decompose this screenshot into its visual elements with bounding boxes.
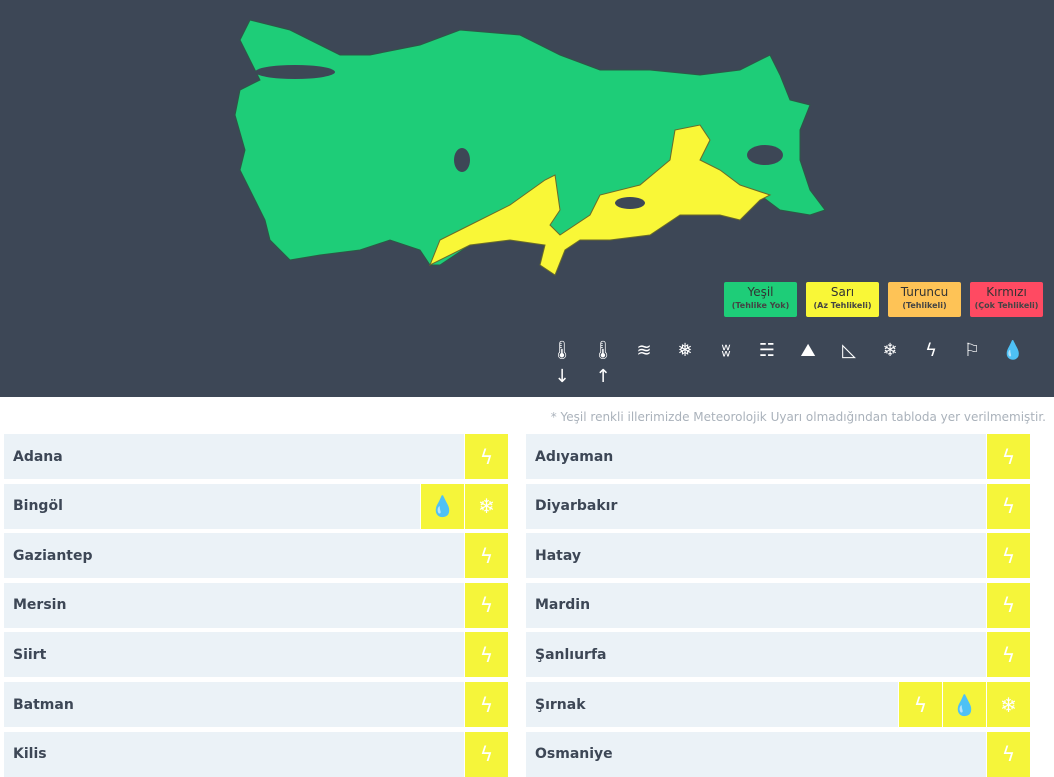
- rain-icon[interactable]: 💧: [942, 682, 986, 727]
- cold-icon[interactable]: 🌡↓: [550, 340, 574, 387]
- lake-van: [747, 145, 783, 165]
- dust-icon[interactable]: ☵: [758, 340, 776, 361]
- legend-green[interactable]: Yeşil (Tehlike Yok): [724, 282, 797, 317]
- province-row[interactable]: Mardin ϟ: [526, 582, 1030, 628]
- province-name: Diyarbakır: [535, 498, 618, 515]
- thunder-icon[interactable]: ϟ: [464, 533, 508, 579]
- snowmelt-icon[interactable]: ❅: [677, 340, 693, 361]
- snow-icon[interactable]: ❄: [986, 682, 1030, 727]
- legend-subtitle: (Çok Tehlikeli): [974, 301, 1039, 310]
- map-panel: Yeşil (Tehlike Yok) Sarı (Az Tehlikeli) Turu…: [0, 0, 1054, 397]
- thunder-icon[interactable]: ϟ: [986, 533, 1030, 579]
- province-row[interactable]: Diyarbakır ϟ: [526, 483, 1030, 529]
- wind-icon[interactable]: ⚐: [963, 340, 981, 361]
- thunder-icon[interactable]: ϟ: [986, 434, 1030, 479]
- legend-title: Turuncu: [900, 285, 949, 299]
- table-note: * Yeşil renkli illerimizde Meteorolojik …: [550, 410, 1046, 424]
- province-row[interactable]: Siirt ϟ: [4, 632, 508, 678]
- thunder-icon[interactable]: ϟ: [986, 731, 1030, 777]
- avalanche-icon[interactable]: ⛰: [800, 340, 816, 361]
- thunder-icon[interactable]: ϟ: [898, 682, 942, 727]
- province-name: Gaziantep: [13, 547, 93, 564]
- hazard-icon-bar: 🌡↓ 🌡↑ ≋ ❅ ʬ ☵ ⛰ ◺ ❄ ϟ ⚐ 💧: [545, 338, 1030, 387]
- province-row[interactable]: Mersin ϟ: [4, 582, 508, 628]
- turkey-warning-map[interactable]: [0, 0, 1054, 397]
- thunder-icon[interactable]: ϟ: [464, 632, 508, 678]
- province-row[interactable]: Batman ϟ: [4, 682, 508, 727]
- rain-icon[interactable]: 💧: [1001, 340, 1025, 361]
- legend-subtitle: (Az Tehlikeli): [813, 301, 872, 310]
- snow-icon[interactable]: ❄: [464, 483, 508, 529]
- snow-icon[interactable]: ❄: [882, 340, 898, 361]
- province-name: Kilis: [13, 746, 47, 763]
- province-row[interactable]: Kilis ϟ: [4, 731, 508, 777]
- legend-yellow[interactable]: Sarı (Az Tehlikeli): [806, 282, 879, 317]
- province-row[interactable]: Gaziantep ϟ: [4, 533, 508, 579]
- thunder-icon[interactable]: ϟ: [464, 434, 508, 479]
- province-row[interactable]: Şanlıurfa ϟ: [526, 632, 1030, 678]
- province-row[interactable]: Osmaniye ϟ: [526, 731, 1030, 777]
- thunder-icon[interactable]: ϟ: [986, 582, 1030, 628]
- province-name: Batman: [13, 696, 74, 713]
- province-name: Şanlıurfa: [535, 646, 607, 663]
- hot-icon[interactable]: 🌡↑: [591, 340, 615, 387]
- province-name: Mersin: [13, 597, 67, 614]
- thunder-icon[interactable]: ϟ: [986, 632, 1030, 678]
- fog-icon[interactable]: ≋: [636, 340, 652, 361]
- landslide-icon[interactable]: ◺: [842, 340, 856, 361]
- province-name: Hatay: [535, 547, 581, 564]
- province-row[interactable]: Hatay ϟ: [526, 533, 1030, 579]
- map-region-yellow[interactable]: [429, 124, 772, 276]
- thunder-icon[interactable]: ϟ: [925, 340, 937, 361]
- legend-title: Sarı: [830, 285, 855, 299]
- legend-subtitle: (Tehlike Yok): [731, 301, 790, 310]
- province-row[interactable]: Bingöl 💧 ❄: [4, 483, 508, 529]
- legend-orange[interactable]: Turuncu (Tehlikeli): [888, 282, 961, 317]
- lake-tuz: [454, 148, 470, 172]
- thunder-icon[interactable]: ϟ: [464, 582, 508, 628]
- province-row[interactable]: Adıyaman ϟ: [526, 434, 1030, 479]
- legend-title: Kırmızı: [986, 285, 1027, 299]
- province-name: Osmaniye: [535, 746, 613, 763]
- province-name: Şırnak: [535, 696, 586, 713]
- lake-ataturk-dam: [615, 197, 645, 209]
- legend-red[interactable]: Kırmızı (Çok Tehlikeli): [970, 282, 1043, 317]
- province-row[interactable]: Adana ϟ: [4, 434, 508, 479]
- province-name: Adıyaman: [535, 448, 614, 465]
- province-name: Bingöl: [13, 498, 63, 515]
- legend-title: Yeşil: [747, 285, 774, 299]
- rain-icon[interactable]: 💧: [420, 483, 464, 529]
- province-name: Adana: [13, 448, 63, 465]
- province-name: Mardin: [535, 597, 591, 614]
- thunder-icon[interactable]: ϟ: [464, 682, 508, 727]
- storm-icon[interactable]: ʬ: [721, 340, 731, 361]
- legend-subtitle: (Tehlikeli): [902, 301, 947, 310]
- thunder-icon[interactable]: ϟ: [986, 483, 1030, 529]
- sea-of-marmara: [255, 65, 335, 79]
- province-row[interactable]: Şırnak ϟ 💧 ❄: [526, 682, 1030, 727]
- province-name: Siirt: [13, 646, 47, 663]
- thunder-icon[interactable]: ϟ: [464, 731, 508, 777]
